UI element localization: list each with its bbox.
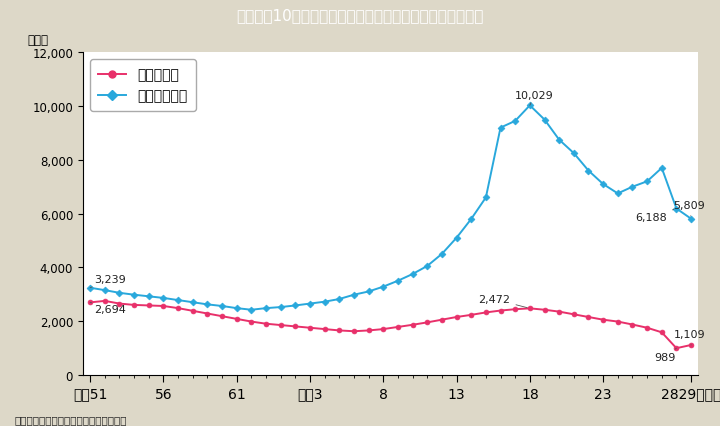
Text: 989: 989 — [654, 348, 676, 362]
Text: 2,472: 2,472 — [479, 294, 527, 308]
Text: （件）: （件） — [27, 34, 48, 47]
Text: Ｉ－７－10図　強制性交等・強制わいせつ認知件数の推移: Ｉ－７－10図 強制性交等・強制わいせつ認知件数の推移 — [236, 8, 484, 23]
Text: 10,029: 10,029 — [516, 91, 554, 106]
Text: 2,694: 2,694 — [90, 303, 127, 314]
Text: 6,188: 6,188 — [635, 210, 674, 223]
Text: 1,109: 1,109 — [673, 329, 705, 345]
Legend: 強制性交等, 強制わいせつ: 強制性交等, 強制わいせつ — [90, 60, 196, 112]
Text: （備考）警察庁「犯罪統計」より作成。: （備考）警察庁「犯罪統計」より作成。 — [14, 414, 127, 424]
Text: 5,809: 5,809 — [673, 201, 705, 216]
Text: 3,239: 3,239 — [90, 274, 126, 288]
